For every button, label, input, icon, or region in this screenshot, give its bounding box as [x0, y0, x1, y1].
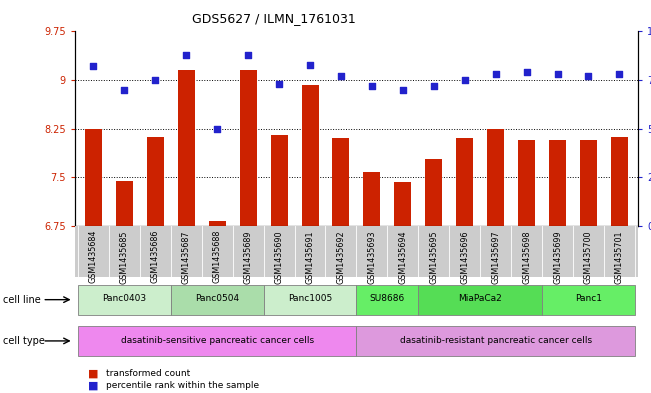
Bar	[425, 159, 442, 226]
Bar	[549, 140, 566, 226]
Text: transformed count: transformed count	[106, 369, 190, 378]
Bar	[147, 137, 164, 226]
Bar	[542, 285, 635, 315]
Text: ■: ■	[88, 381, 102, 391]
Bar	[171, 285, 264, 315]
Text: GDS5627 / ILMN_1761031: GDS5627 / ILMN_1761031	[191, 12, 355, 25]
Bar	[271, 135, 288, 226]
Text: GSM1435699: GSM1435699	[553, 230, 562, 284]
Text: GSM1435700: GSM1435700	[584, 230, 593, 284]
Bar	[518, 140, 535, 226]
Text: GSM1435689: GSM1435689	[243, 230, 253, 284]
Point	[398, 87, 408, 93]
Bar	[333, 138, 350, 226]
Point	[336, 73, 346, 79]
Bar	[419, 285, 542, 315]
Text: dasatinib-resistant pancreatic cancer cells: dasatinib-resistant pancreatic cancer ce…	[400, 336, 592, 345]
Point	[181, 51, 191, 58]
Bar	[487, 129, 504, 226]
Text: GSM1435701: GSM1435701	[615, 230, 624, 284]
Bar	[301, 84, 318, 226]
Bar	[178, 70, 195, 226]
Bar	[209, 221, 226, 226]
Bar	[240, 70, 256, 226]
Point	[583, 73, 594, 79]
Bar	[611, 137, 628, 226]
Text: MiaPaCa2: MiaPaCa2	[458, 294, 502, 303]
Bar	[78, 285, 171, 315]
Text: GSM1435687: GSM1435687	[182, 230, 191, 284]
Point	[150, 77, 161, 83]
Point	[552, 71, 562, 77]
Point	[521, 69, 532, 75]
Text: GSM1435688: GSM1435688	[213, 230, 222, 283]
Bar	[116, 181, 133, 226]
Point	[490, 71, 501, 77]
Text: GSM1435693: GSM1435693	[367, 230, 376, 284]
Bar	[78, 326, 357, 356]
Text: Panc1005: Panc1005	[288, 294, 332, 303]
Bar	[456, 138, 473, 226]
Text: GSM1435691: GSM1435691	[305, 230, 314, 284]
Text: Panc0504: Panc0504	[195, 294, 240, 303]
Bar	[264, 285, 357, 315]
Point	[89, 63, 99, 70]
Text: ■: ■	[88, 368, 102, 378]
Point	[460, 77, 470, 83]
Point	[212, 126, 223, 132]
Point	[119, 87, 130, 93]
Point	[428, 83, 439, 89]
Text: GSM1435697: GSM1435697	[491, 230, 500, 284]
Text: GSM1435695: GSM1435695	[429, 230, 438, 284]
Text: GSM1435690: GSM1435690	[275, 230, 284, 284]
Text: GSM1435698: GSM1435698	[522, 230, 531, 284]
Point	[243, 51, 253, 58]
Point	[305, 61, 315, 68]
Text: SU8686: SU8686	[370, 294, 405, 303]
Text: cell type: cell type	[3, 336, 45, 346]
Bar	[580, 140, 597, 226]
Text: Panc1: Panc1	[575, 294, 602, 303]
Text: GSM1435686: GSM1435686	[151, 230, 159, 283]
Text: GSM1435685: GSM1435685	[120, 230, 129, 284]
Bar	[363, 172, 380, 226]
Text: GSM1435692: GSM1435692	[337, 230, 346, 284]
Text: GSM1435696: GSM1435696	[460, 230, 469, 284]
Text: dasatinib-sensitive pancreatic cancer cells: dasatinib-sensitive pancreatic cancer ce…	[120, 336, 314, 345]
Text: percentile rank within the sample: percentile rank within the sample	[106, 382, 259, 390]
Point	[274, 81, 284, 87]
Text: Panc0403: Panc0403	[102, 294, 146, 303]
Bar	[85, 129, 102, 226]
Text: GSM1435694: GSM1435694	[398, 230, 408, 284]
Text: cell line: cell line	[3, 295, 41, 305]
Bar	[357, 326, 635, 356]
Point	[614, 71, 624, 77]
Text: GSM1435684: GSM1435684	[89, 230, 98, 283]
Bar	[357, 285, 419, 315]
Point	[367, 83, 377, 89]
Bar	[395, 182, 411, 226]
